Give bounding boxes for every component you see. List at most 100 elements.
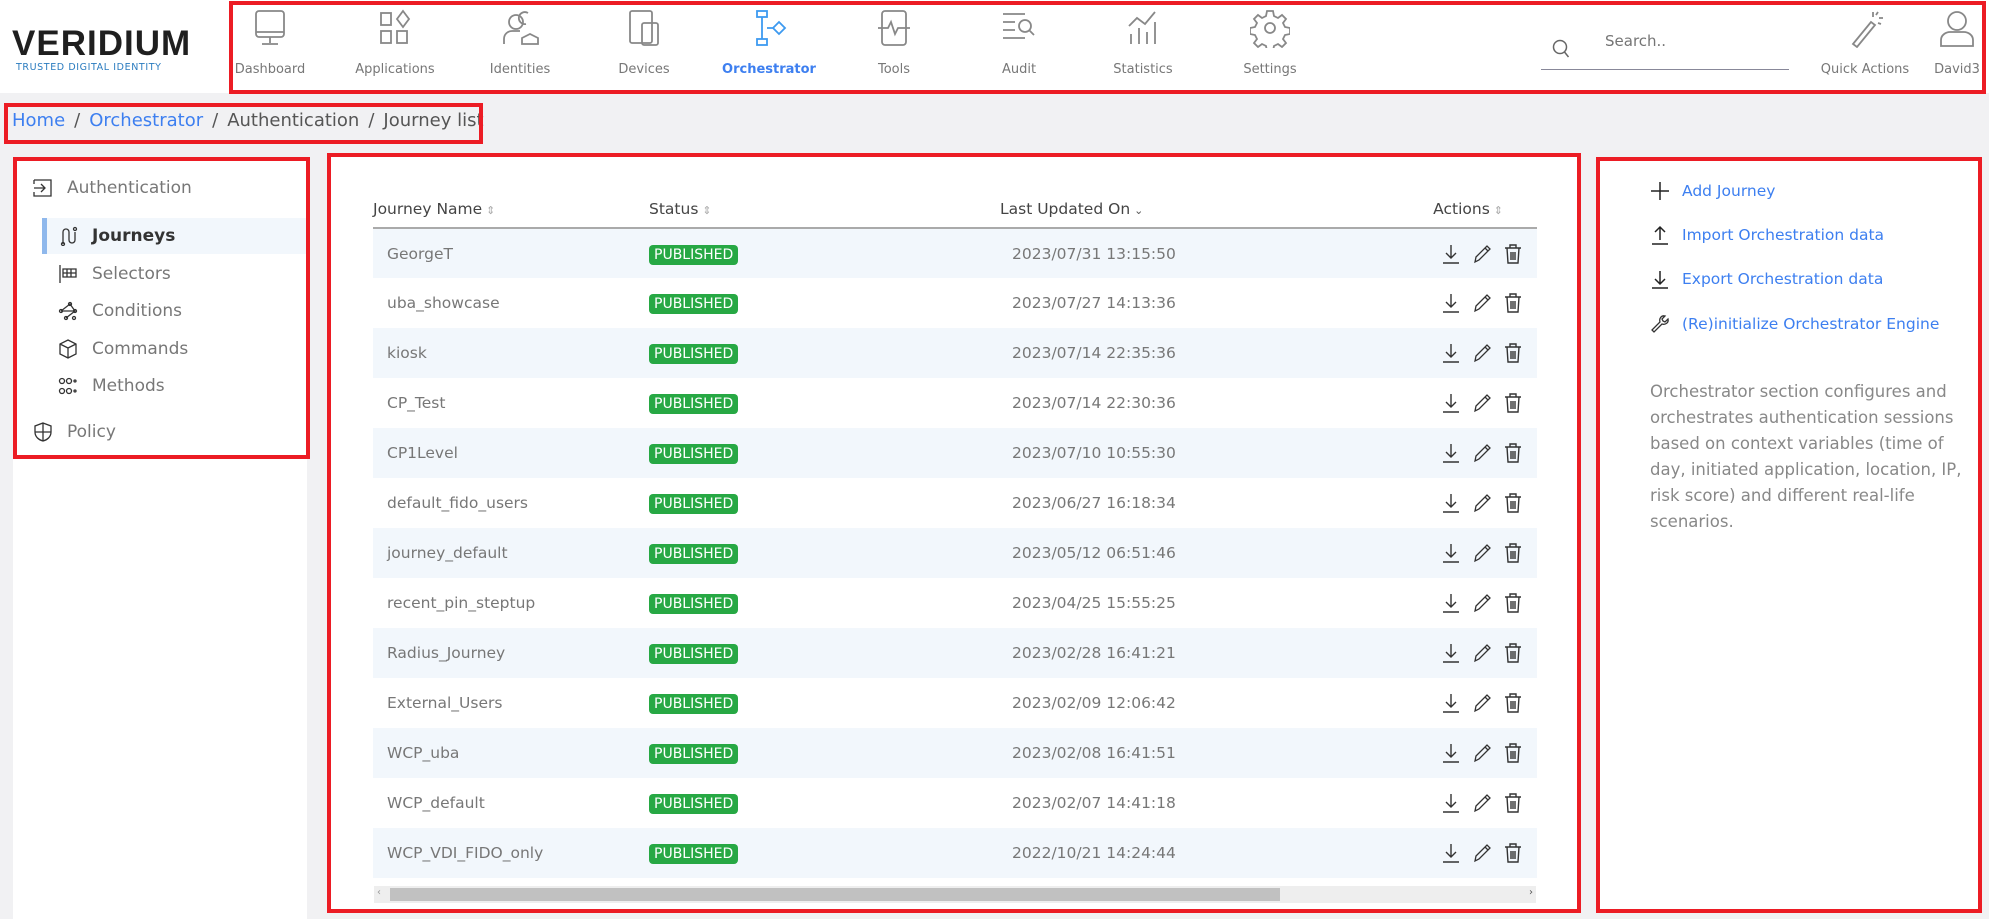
edit-pencil-icon[interactable] <box>1472 492 1492 514</box>
table-row[interactable]: External_Users PUBLISHED 2023/02/09 12:06:… <box>373 678 1537 728</box>
download-icon[interactable] <box>1441 542 1461 564</box>
scroll-left-arrow[interactable]: ‹ <box>377 887 381 898</box>
veridium-logo[interactable]: VERIDIUM TRUSTED DIGITAL IDENTITY <box>12 26 192 74</box>
trash-icon[interactable] <box>1503 492 1523 514</box>
edit-pencil-icon[interactable] <box>1472 792 1492 814</box>
download-icon[interactable] <box>1441 442 1461 464</box>
nav-devices[interactable]: Devices <box>584 8 704 77</box>
export-orchestration-link[interactable]: Export Orchestration data <box>1650 269 1883 289</box>
nav-dashboard[interactable]: Dashboard <box>210 8 330 77</box>
download-icon[interactable] <box>1441 692 1461 714</box>
table-row[interactable]: WCP_default PUBLISHED 2023/02/07 14:41:18 <box>373 778 1537 828</box>
download-icon[interactable] <box>1441 642 1461 664</box>
table-row[interactable]: WCP_uba PUBLISHED 2023/02/08 16:41:51 <box>373 728 1537 778</box>
journey-name[interactable]: Radius_Journey <box>373 628 649 678</box>
edit-pencil-icon[interactable] <box>1472 342 1492 364</box>
edit-pencil-icon[interactable] <box>1472 243 1492 265</box>
edit-pencil-icon[interactable] <box>1472 842 1492 864</box>
nav-orchestrator[interactable]: Orchestrator <box>709 8 829 77</box>
download-icon[interactable] <box>1441 592 1461 614</box>
table-row[interactable]: kiosk PUBLISHED 2023/07/14 22:35:36 <box>373 328 1537 378</box>
trash-icon[interactable] <box>1503 342 1523 364</box>
sidebar-section-policy[interactable]: Policy <box>33 414 303 450</box>
reinitialize-engine-link[interactable]: (Re)initialize Orchestrator Engine <box>1650 314 1939 334</box>
download-icon[interactable] <box>1441 842 1461 864</box>
journey-name[interactable]: CP1Level <box>373 428 649 478</box>
edit-pencil-icon[interactable] <box>1472 742 1492 764</box>
trash-icon[interactable] <box>1503 392 1523 414</box>
table-row[interactable]: recent_pin_steptup PUBLISHED 2023/04/25 15… <box>373 578 1537 628</box>
table-row[interactable]: CP_Test PUBLISHED 2023/07/14 22:30:36 <box>373 378 1537 428</box>
trash-icon[interactable] <box>1503 292 1523 314</box>
edit-pencil-icon[interactable] <box>1472 292 1492 314</box>
scrollbar-thumb[interactable] <box>390 888 1280 901</box>
sidebar-item-selectors[interactable]: Selectors <box>42 256 307 292</box>
table-row[interactable]: CP1Level PUBLISHED 2023/07/10 10:55:30 <box>373 428 1537 478</box>
sidebar-section-authentication[interactable]: Authentication <box>33 170 303 206</box>
download-icon[interactable] <box>1441 243 1461 265</box>
edit-pencil-icon[interactable] <box>1472 392 1492 414</box>
journey-name[interactable]: WCP_VDI_FIDO_only <box>373 828 649 878</box>
trash-icon[interactable] <box>1503 243 1523 265</box>
sidebar-item-conditions[interactable]: Conditions <box>42 293 307 329</box>
table-row[interactable]: default_fido_users PUBLISHED 2023/06/27 16… <box>373 478 1537 528</box>
column-journey-name[interactable]: Journey Name ⇕ <box>373 190 649 229</box>
trash-icon[interactable] <box>1503 742 1523 764</box>
nav-applications[interactable]: Applications <box>335 8 455 77</box>
trash-icon[interactable] <box>1503 842 1523 864</box>
table-row[interactable]: WCP_VDI_FIDO_only PUBLISHED 2022/10/21 14:… <box>373 828 1537 878</box>
trash-icon[interactable] <box>1503 442 1523 464</box>
scroll-right-arrow[interactable]: › <box>1529 887 1533 898</box>
search-box[interactable] <box>1541 30 1789 70</box>
search-input[interactable] <box>1605 32 1775 50</box>
trash-icon[interactable] <box>1503 642 1523 664</box>
breadcrumb-home[interactable]: Home <box>12 110 66 131</box>
journey-name[interactable]: GeorgeT <box>373 228 649 278</box>
journey-name[interactable]: WCP_default <box>387 794 485 812</box>
user-menu[interactable]: David3 <box>1928 8 1986 77</box>
journey-name[interactable]: CP_Test <box>387 394 446 412</box>
journey-name[interactable]: default_fido_users <box>387 494 529 512</box>
edit-pencil-icon[interactable] <box>1472 692 1492 714</box>
column-status[interactable]: Status ⇕ <box>649 190 1000 229</box>
nav-settings[interactable]: Settings <box>1210 8 1330 77</box>
edit-pencil-icon[interactable] <box>1472 442 1492 464</box>
sidebar-item-journeys[interactable]: Journeys <box>42 218 307 254</box>
nav-statistics[interactable]: Statistics <box>1083 8 1203 77</box>
edit-pencil-icon[interactable] <box>1472 592 1492 614</box>
download-icon[interactable] <box>1441 792 1461 814</box>
breadcrumb-orchestrator[interactable]: Orchestrator <box>89 110 204 131</box>
horizontal-scrollbar[interactable]: ‹ › <box>374 886 1536 903</box>
table-row[interactable]: GeorgeT PUBLISHED 2023/07/31 13:15:50 <box>373 228 1537 278</box>
table-row[interactable]: uba_showcase PUBLISHED 2023/07/27 14:13:36 <box>373 278 1537 328</box>
download-icon[interactable] <box>1441 342 1461 364</box>
journey-name[interactable]: recent_pin_steptup <box>387 594 536 612</box>
edit-pencil-icon[interactable] <box>1472 542 1492 564</box>
download-icon[interactable] <box>1441 392 1461 414</box>
nav-audit[interactable]: Audit <box>959 8 1079 77</box>
table-row[interactable]: journey_default PUBLISHED 2023/05/12 06:51… <box>373 528 1537 578</box>
trash-icon[interactable] <box>1503 792 1523 814</box>
journey-name[interactable]: WCP_uba <box>373 728 649 778</box>
download-icon[interactable] <box>1441 742 1461 764</box>
sidebar-item-methods[interactable]: Methods <box>42 368 307 404</box>
add-journey-link[interactable]: Add Journey <box>1650 181 1775 201</box>
journey-name[interactable]: kiosk <box>373 328 649 378</box>
trash-icon[interactable] <box>1503 542 1523 564</box>
download-icon[interactable] <box>1441 292 1461 314</box>
column-last-updated[interactable]: Last Updated On ⌄ <box>1000 190 1360 229</box>
trash-icon[interactable] <box>1503 592 1523 614</box>
sidebar-item-commands[interactable]: Commands <box>42 331 307 367</box>
nav-identities[interactable]: Identities <box>460 8 580 77</box>
table-row[interactable]: Radius_Journey PUBLISHED 2023/02/28 16:41:… <box>373 628 1537 678</box>
nav-tools[interactable]: Tools <box>834 8 954 77</box>
journey-name[interactable]: uba_showcase <box>387 294 500 312</box>
download-icon[interactable] <box>1441 492 1461 514</box>
column-actions[interactable]: Actions ⇕ <box>1360 190 1537 229</box>
journey-name[interactable]: External_Users <box>387 694 503 712</box>
journey-name[interactable]: journey_default <box>373 528 649 578</box>
edit-pencil-icon[interactable] <box>1472 642 1492 664</box>
quick-actions-button[interactable]: Quick Actions <box>1810 8 1920 77</box>
trash-icon[interactable] <box>1503 692 1523 714</box>
import-orchestration-link[interactable]: Import Orchestration data <box>1650 225 1884 245</box>
